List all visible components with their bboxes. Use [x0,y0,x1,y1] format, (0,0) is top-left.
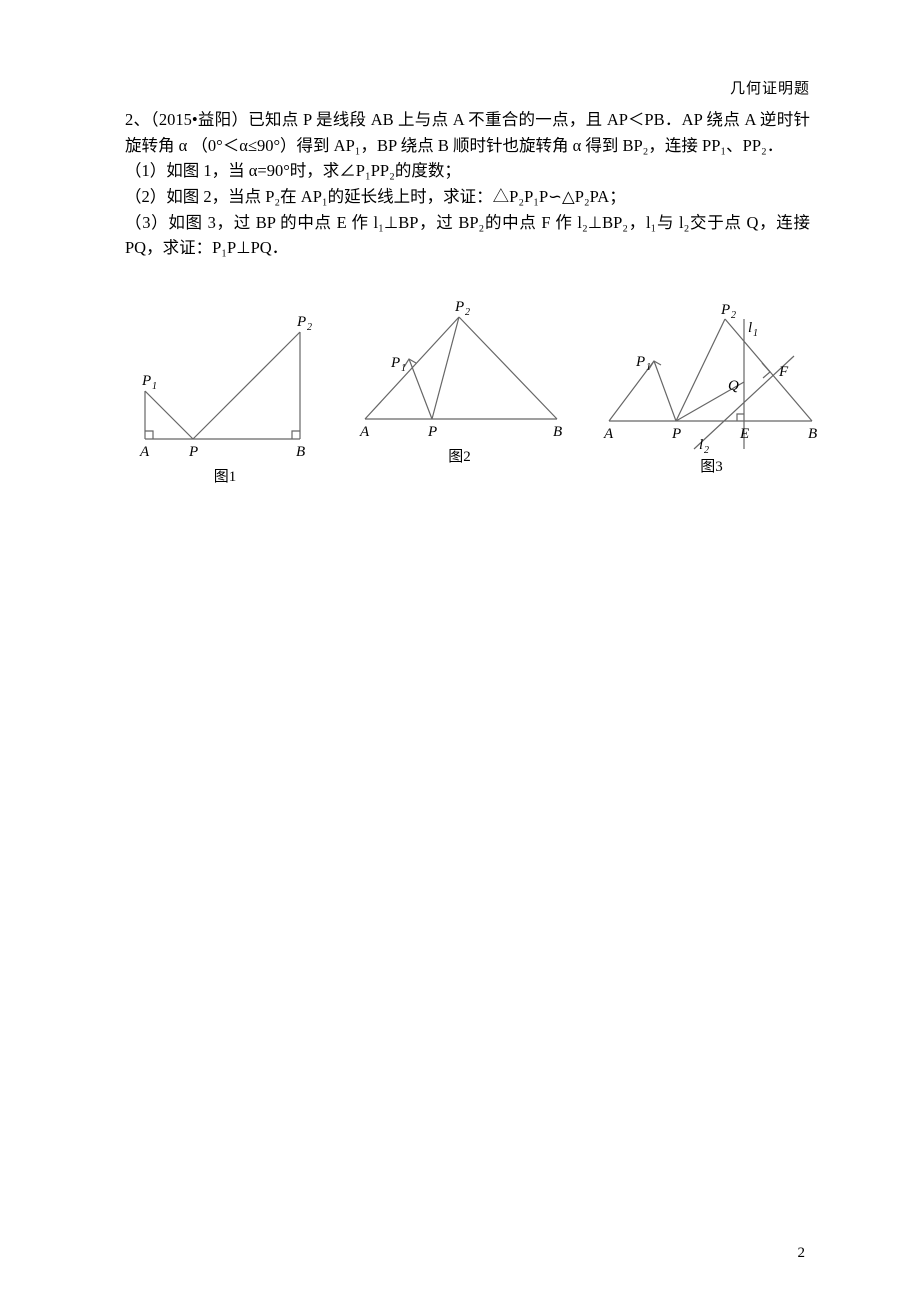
svg-text:B: B [553,424,562,440]
figure-3-caption: 图3 [700,456,723,479]
figure-2: A P B P1 P2 图2 [347,289,572,489]
svg-text:2: 2 [731,310,736,321]
svg-text:B: B [808,426,817,442]
figure-1-caption: 图1 [214,466,237,489]
svg-text:A: A [139,444,150,460]
svg-text:2: 2 [704,445,709,454]
figure-1-svg: A P B P1 P2 [125,289,325,464]
figure-3: A P E B P1 P2 F Q l1 l2 图3 [594,289,829,489]
problem-stem: 2、（2015•益阳）已知点 P 是线段 AB 上与点 A 不重合的一点，且 A… [125,107,810,158]
svg-text:P: P [454,299,464,315]
figure-2-svg: A P B P1 P2 [347,289,572,444]
svg-text:P: P [671,426,681,442]
svg-text:2: 2 [307,322,312,333]
problem-q1: （1）如图 1，当 α=90°时，求∠P₁PP₂的度数； [125,158,810,184]
figure-2-caption: 图2 [448,446,471,469]
problem-q2: （2）如图 2，当点 P₂在 AP₁的延长线上时，求证：△P₂P₁P∽△P₂PA… [125,184,810,210]
svg-text:l: l [699,437,703,453]
svg-text:1: 1 [646,362,651,373]
problem-body: 2、（2015•益阳）已知点 P 是线段 AB 上与点 A 不重合的一点，且 A… [125,107,810,260]
svg-text:1: 1 [152,381,157,392]
svg-text:P: P [141,373,151,389]
figures-row: A P B P1 P2 图1 [125,289,810,489]
svg-text:P: P [296,314,306,330]
svg-text:l: l [748,320,752,336]
problem-q3: （3）如图 3，过 BP 的中点 E 作 l₁⊥BP，过 BP₂的中点 F 作 … [125,210,810,261]
svg-text:P: P [188,444,198,460]
svg-text:P: P [427,424,437,440]
figure-1: A P B P1 P2 图1 [125,289,325,489]
svg-text:F: F [778,364,789,380]
svg-text:1: 1 [753,328,758,339]
svg-text:Q: Q [728,378,739,394]
page-number: 2 [798,1245,806,1262]
svg-text:P: P [390,355,400,371]
header-title: 几何证明题 [730,81,810,97]
svg-text:B: B [296,444,305,460]
page-header: 几何证明题 [125,78,810,101]
figure-3-svg: A P E B P1 P2 F Q l1 l2 [594,289,829,454]
svg-text:P: P [635,354,645,370]
svg-text:2: 2 [465,307,470,318]
svg-text:A: A [603,426,614,442]
svg-text:1: 1 [401,363,406,374]
svg-text:E: E [739,426,749,442]
svg-text:P: P [720,302,730,318]
svg-text:A: A [359,424,370,440]
